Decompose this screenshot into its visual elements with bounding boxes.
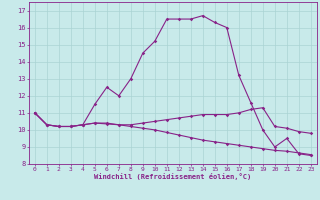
X-axis label: Windchill (Refroidissement éolien,°C): Windchill (Refroidissement éolien,°C) <box>94 173 252 180</box>
